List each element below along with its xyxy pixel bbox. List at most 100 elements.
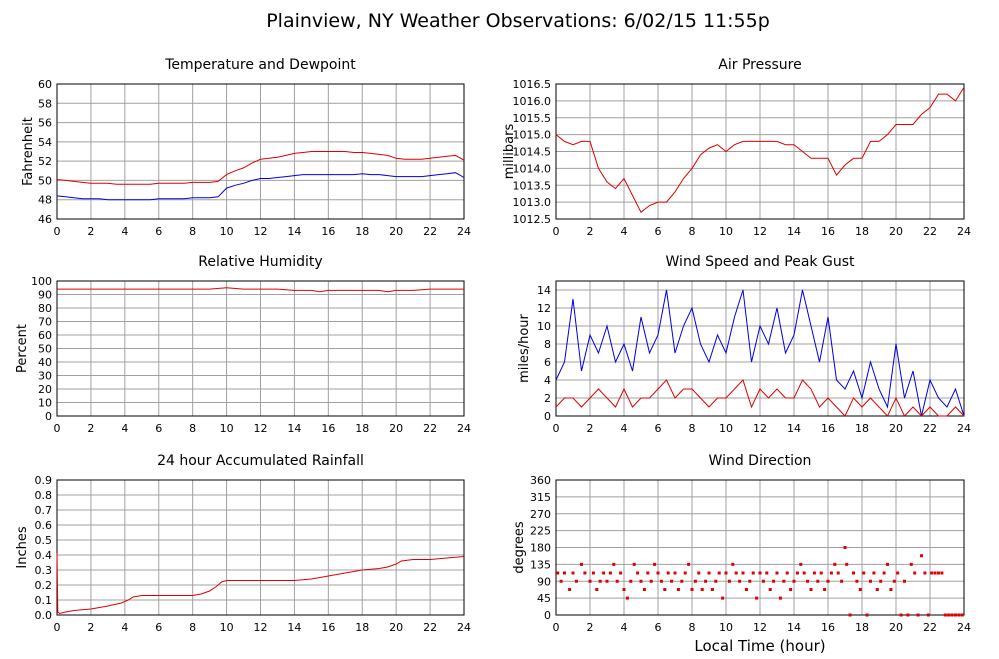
x-tick-label: 18 xyxy=(855,621,869,634)
data-point xyxy=(957,613,961,617)
y-tick-label: 0.6 xyxy=(35,519,53,532)
data-point xyxy=(892,579,896,583)
x-tick-label: 20 xyxy=(389,422,403,435)
data-point xyxy=(700,588,704,591)
x-tick-label: 10 xyxy=(719,621,733,634)
x-tick-label: 2 xyxy=(87,621,94,634)
y-tick-label: 58 xyxy=(38,97,52,110)
x-tick-label: 8 xyxy=(189,422,196,435)
y-tick-label: 8 xyxy=(544,338,551,351)
data-point xyxy=(680,579,684,583)
data-point xyxy=(926,613,930,617)
y-tick-label: 1014.0 xyxy=(513,162,552,175)
data-point xyxy=(799,562,803,566)
series-line-2 xyxy=(56,172,465,201)
page-title: Plainview, NY Weather Observations: 6/02… xyxy=(266,10,770,32)
data-point xyxy=(717,571,721,575)
x-tick-label: 20 xyxy=(389,225,403,238)
data-point xyxy=(768,588,772,591)
y-axis-label: miles/hour xyxy=(517,313,532,382)
data-point xyxy=(636,571,640,575)
x-tick-label: 22 xyxy=(423,621,437,634)
data-point xyxy=(639,579,643,583)
data-point xyxy=(619,571,623,575)
data-point xyxy=(819,571,823,575)
y-tick-label: 90 xyxy=(537,575,551,588)
x-tick-label: 14 xyxy=(787,225,801,238)
y-tick-label: 60 xyxy=(38,78,52,91)
y-tick-label: 0.7 xyxy=(35,504,53,517)
y-tick-label: 135 xyxy=(530,558,551,571)
data-point xyxy=(848,613,852,617)
x-tick-label: 16 xyxy=(321,621,335,634)
x-tick-label: 16 xyxy=(321,422,335,435)
x-tick-label: 14 xyxy=(287,621,301,634)
data-point xyxy=(632,562,636,566)
data-point xyxy=(738,579,742,583)
x-tick-label: 24 xyxy=(457,225,471,238)
chart-title: Wind Direction xyxy=(709,453,812,469)
data-point xyxy=(580,562,583,566)
data-point xyxy=(687,562,691,566)
data-point xyxy=(744,588,748,591)
data-point xyxy=(930,571,934,575)
y-tick-label: 0.2 xyxy=(35,579,53,592)
x-tick-label: 12 xyxy=(753,225,767,238)
y-tick-label: 180 xyxy=(530,542,551,555)
x-tick-label: 18 xyxy=(355,422,369,435)
data-point xyxy=(734,571,738,575)
x-tick-label: 0 xyxy=(54,422,61,435)
data-point xyxy=(775,571,779,575)
x-tick-label: 22 xyxy=(923,225,937,238)
data-point xyxy=(789,588,793,591)
data-point xyxy=(765,571,769,575)
y-tick-label: 6 xyxy=(544,356,551,369)
x-tick-label: 20 xyxy=(889,422,903,435)
x-tick-label: 12 xyxy=(254,621,268,634)
x-tick-label: 16 xyxy=(821,621,835,634)
y-tick-label: 0 xyxy=(45,410,52,423)
data-point xyxy=(947,613,951,617)
y-tick-label: 0.8 xyxy=(35,489,53,502)
data-point xyxy=(909,562,913,566)
x-tick-label: 16 xyxy=(821,225,835,238)
y-tick-label: 1016.5 xyxy=(513,78,552,91)
data-point xyxy=(568,588,572,591)
chart-title: Relative Humidity xyxy=(198,254,322,270)
x-tick-label: 24 xyxy=(957,422,971,435)
chart-title: Wind Speed and Peak Gust xyxy=(666,254,855,270)
data-point xyxy=(960,613,964,617)
data-point xyxy=(615,579,619,583)
x-tick-label: 6 xyxy=(655,225,662,238)
x-tick-label: 4 xyxy=(121,422,128,435)
y-tick-label: 70 xyxy=(38,316,52,329)
data-point xyxy=(659,579,663,583)
y-tick-label: 52 xyxy=(38,155,52,168)
x-tick-label: 10 xyxy=(719,422,733,435)
x-tick-label: 0 xyxy=(54,621,61,634)
x-tick-label: 18 xyxy=(855,225,869,238)
x-tick-label: 0 xyxy=(54,225,61,238)
data-point xyxy=(943,613,947,617)
data-point xyxy=(950,613,954,617)
data-point xyxy=(751,571,755,575)
x-tick-label: 4 xyxy=(121,225,128,238)
x-tick-label: 22 xyxy=(423,422,437,435)
data-point xyxy=(879,579,883,583)
x-tick-label: 8 xyxy=(689,422,696,435)
y-axis-label: Percent xyxy=(15,324,30,373)
y-tick-label: 0.1 xyxy=(35,594,53,607)
data-point xyxy=(816,579,820,583)
data-point xyxy=(571,571,575,575)
y-tick-label: 315 xyxy=(530,491,551,504)
data-point xyxy=(721,596,725,600)
y-tick-label: 1013.5 xyxy=(513,179,552,192)
y-tick-label: 2 xyxy=(544,392,551,405)
data-point xyxy=(806,579,810,583)
data-point xyxy=(933,571,937,575)
data-point xyxy=(889,588,893,591)
